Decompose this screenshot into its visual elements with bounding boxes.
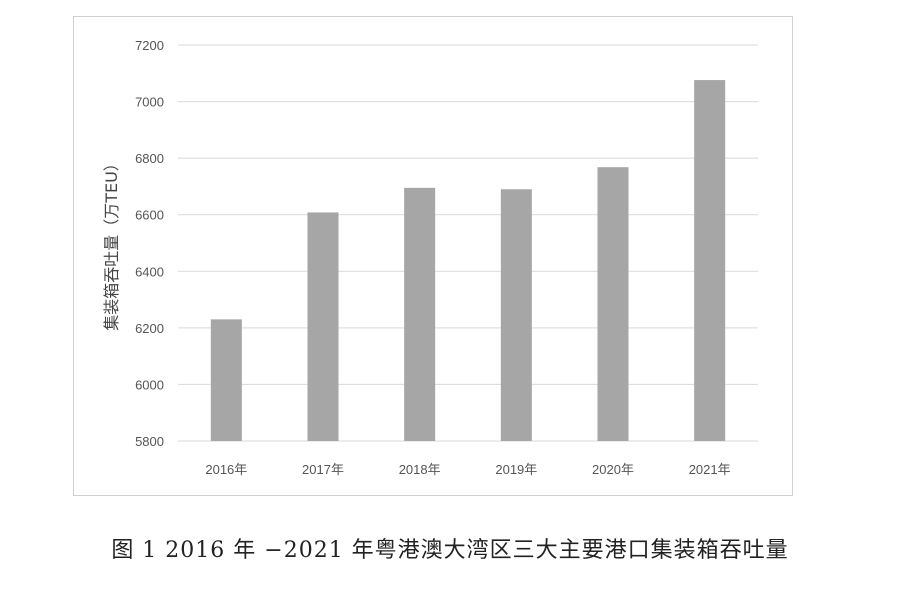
figure-caption: 图 1 2016 年 −2021 年粤港澳大湾区三大主要港口集装箱吞吐量 [111, 538, 789, 563]
bars [210, 80, 726, 442]
x-tick-label: 2016年 [205, 462, 247, 477]
x-tick-label: 2017年 [302, 462, 344, 477]
y-tick-label: 6400 [135, 264, 164, 279]
y-tick-label: 5800 [135, 434, 164, 449]
y-tick-label: 6800 [135, 151, 164, 166]
y-axis-label: 集装箱吞吐量（万TEU） [102, 155, 121, 331]
x-tick-label: 2018年 [399, 462, 441, 477]
bar-2021年 [694, 80, 726, 442]
y-tick-label: 6000 [135, 377, 164, 392]
y-tick-label: 7000 [135, 95, 164, 110]
y-tick-label: 6200 [135, 321, 164, 336]
bar-2020年 [597, 167, 629, 442]
x-tick-label: 2019年 [495, 462, 537, 477]
x-tick-label: 2020年 [592, 462, 634, 477]
gridlines [178, 44, 758, 442]
y-axis-ticks: 5800 6000 6200 6400 6600 6800 7000 7200 [135, 38, 164, 449]
bar-2018年 [404, 187, 436, 441]
bar-2019年 [500, 189, 532, 441]
bar-2017年 [307, 212, 339, 441]
y-tick-label: 7200 [135, 38, 164, 53]
bar-2016年 [210, 319, 242, 441]
x-axis-ticks: 2016年 2017年 2018年 2019年 2020年 2021年 [205, 462, 730, 477]
x-tick-label: 2021年 [689, 462, 731, 477]
y-tick-label: 6600 [135, 208, 164, 223]
